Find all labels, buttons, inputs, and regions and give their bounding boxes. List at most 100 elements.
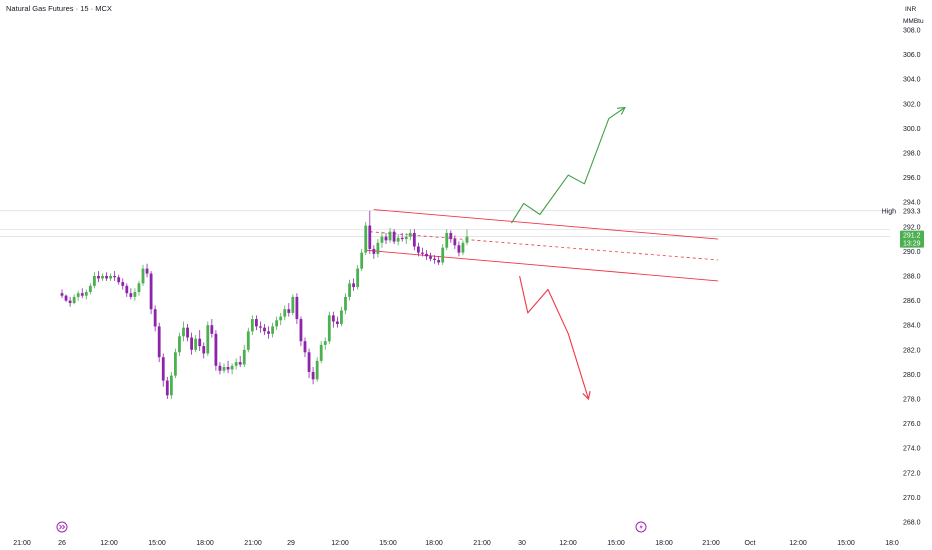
candle — [408, 229, 412, 241]
candle-body — [299, 319, 303, 342]
candle-body — [133, 291, 137, 297]
candle-body — [404, 236, 408, 240]
candle-body — [323, 341, 327, 345]
drawing-annotations — [365, 106, 719, 401]
candle — [230, 363, 234, 375]
candle-body — [141, 268, 145, 284]
candle — [250, 315, 254, 336]
chevron-glyph — [59, 524, 66, 530]
candle — [267, 326, 270, 339]
time-tick-label: 21:00 — [13, 540, 31, 547]
candle — [226, 360, 230, 374]
bar-countdown: 13:29 — [903, 241, 921, 248]
candle — [445, 229, 449, 251]
candle-body — [344, 296, 347, 311]
axis-unit-quantity: MMBtu — [903, 18, 924, 25]
candle — [352, 278, 355, 291]
price-tick-label: 294.0 — [903, 200, 921, 207]
candle — [336, 316, 339, 328]
candle — [255, 315, 258, 331]
candle-body — [429, 256, 432, 259]
candle-body — [161, 357, 165, 381]
candle — [93, 272, 96, 289]
candle — [400, 232, 404, 242]
price-tick-label: 304.0 — [903, 77, 921, 84]
candle-body — [234, 362, 238, 366]
price-tick-label: 282.0 — [903, 347, 921, 354]
candle — [453, 235, 457, 249]
candle-body — [331, 315, 335, 322]
candle — [461, 240, 465, 256]
lightning-icon — [635, 521, 647, 533]
price-axis[interactable]: 268.0 270.0 272.0 274.0 276.0 278.0 280.0 282.0… — [903, 28, 921, 527]
candle — [194, 335, 198, 353]
candle-body — [153, 309, 157, 327]
candle-body — [311, 371, 315, 380]
candle-body — [198, 338, 202, 347]
candle — [174, 348, 177, 379]
candle — [441, 244, 445, 265]
price-tick-label: 296.0 — [903, 175, 921, 182]
price-tick-label: 298.0 — [903, 151, 921, 158]
time-tick-label: 12:00 — [789, 540, 807, 547]
candle-body — [340, 310, 343, 324]
candle — [198, 330, 202, 352]
candle — [425, 250, 428, 261]
candle-body — [206, 325, 210, 354]
price-tick-label: 276.0 — [903, 421, 921, 428]
price-tick-label: 284.0 — [903, 323, 921, 330]
candle — [238, 355, 242, 368]
price-tick-label: 292.0 — [903, 224, 921, 231]
candle — [182, 321, 185, 342]
chart-title: Natural Gas Futures · 15 · MCX — [6, 4, 112, 13]
candle-body — [453, 239, 457, 246]
candle — [417, 242, 420, 257]
candle-body — [242, 349, 246, 365]
candle — [68, 296, 72, 307]
time-tick-label: 15:00 — [379, 540, 397, 547]
candle-body — [271, 326, 274, 334]
candle — [437, 256, 441, 265]
candle — [340, 306, 343, 327]
candle — [275, 316, 279, 331]
time-tick-label: 29 — [287, 540, 295, 547]
last-price-value: 291.2 — [903, 233, 921, 240]
candle — [234, 358, 238, 370]
double-chevron-icon — [56, 521, 68, 533]
candle-body — [279, 316, 283, 321]
time-tick-label: 18:0 — [885, 540, 899, 547]
time-tick-label: 12:00 — [100, 540, 118, 547]
candle — [388, 228, 392, 243]
candle-body — [84, 291, 88, 296]
time-tick-label: 30 — [518, 540, 526, 547]
candle-body — [109, 276, 112, 279]
candle-body — [425, 253, 428, 257]
candle-body — [101, 276, 104, 279]
candle — [222, 363, 226, 374]
time-tick-label: 26 — [58, 540, 66, 547]
event-icons[interactable] — [56, 521, 647, 533]
candle — [376, 239, 380, 258]
candle — [125, 283, 129, 297]
candle-body — [457, 245, 461, 253]
candle — [465, 229, 469, 246]
candle-body — [315, 360, 319, 380]
candle-body — [412, 232, 416, 247]
candle — [117, 274, 121, 285]
candle — [303, 337, 307, 358]
candle — [186, 323, 189, 342]
candle — [283, 305, 287, 321]
time-axis[interactable]: 21:00 26 12:00 15:00 18:00 21:00 29 12:00 15:00 1… — [13, 540, 899, 547]
time-tick-label: Oct — [745, 540, 756, 547]
candle-body — [368, 225, 372, 249]
channel-upper-line — [373, 209, 719, 240]
candle-body — [287, 309, 291, 313]
price-tick-label: 272.0 — [903, 470, 921, 477]
candle-body — [417, 246, 420, 253]
time-tick-label: 18:00 — [655, 540, 673, 547]
price-tick-label: 300.0 — [903, 126, 921, 133]
candle-body — [210, 325, 214, 334]
candle — [396, 234, 400, 246]
price-tick-label: 302.0 — [903, 101, 921, 108]
